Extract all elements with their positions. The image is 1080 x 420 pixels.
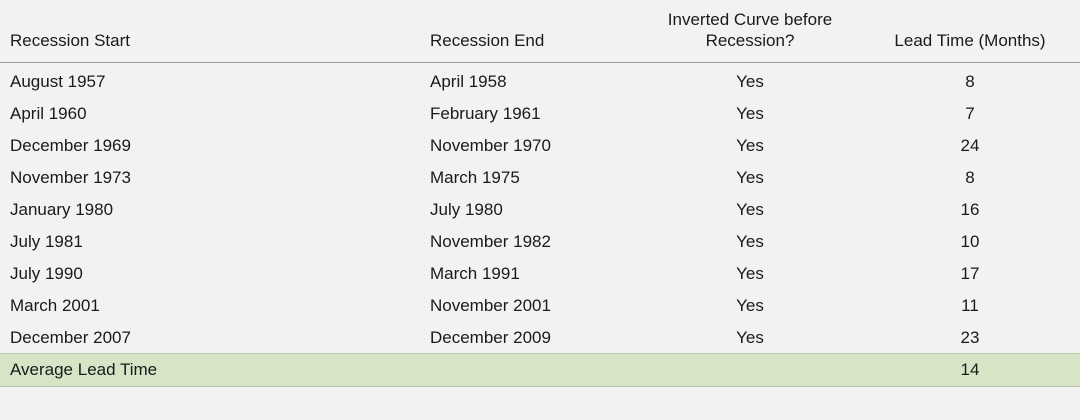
cell-inverted: Yes (736, 328, 764, 347)
average-value: 14 (960, 360, 980, 379)
cell-recession-end: November 1982 (430, 232, 551, 251)
cell-inverted: Yes (736, 264, 764, 283)
cell-recession-start: December 2007 (10, 328, 131, 347)
cell-inverted: Yes (736, 232, 764, 251)
table-body: August 1957 April 1958 Yes 8 April 1960 … (0, 63, 1080, 354)
cell-inverted: Yes (736, 296, 764, 315)
cell-recession-end: November 1970 (430, 136, 551, 155)
cell-recession-start: January 1980 (10, 200, 114, 219)
table-row: January 1980 July 1980 Yes 16 (0, 194, 1080, 226)
header-inverted-line2: Recession? (705, 31, 795, 50)
cell-recession-end: July 1980 (430, 200, 503, 219)
cell-lead-time: 10 (960, 232, 980, 251)
average-label: Average Lead Time (10, 360, 158, 379)
cell-inverted: Yes (736, 200, 764, 219)
cell-recession-start: December 1969 (10, 136, 131, 155)
cell-recession-end: December 2009 (430, 328, 551, 347)
table-row: July 1981 November 1982 Yes 10 (0, 226, 1080, 258)
cell-lead-time: 7 (965, 104, 975, 123)
table-header: Recession Start Recession End Inverted C… (0, 0, 1080, 63)
cell-recession-end: March 1975 (430, 168, 520, 187)
cell-recession-start: March 2001 (10, 296, 100, 315)
cell-lead-time: 8 (965, 168, 975, 187)
table-row: December 1969 November 1970 Yes 24 (0, 130, 1080, 162)
recession-table: Recession Start Recession End Inverted C… (0, 0, 1080, 387)
header-lead-time: Lead Time (Months) (894, 31, 1046, 50)
header-recession-start: Recession Start (10, 31, 130, 50)
cell-inverted: Yes (736, 72, 764, 91)
cell-lead-time: 8 (965, 72, 975, 91)
table-row: March 2001 November 2001 Yes 11 (0, 290, 1080, 322)
cell-lead-time: 11 (961, 296, 979, 315)
cell-recession-start: July 1990 (10, 264, 83, 283)
cell-recession-start: November 1973 (10, 168, 131, 187)
table-row: November 1973 March 1975 Yes 8 (0, 162, 1080, 194)
cell-recession-start: April 1960 (10, 104, 87, 123)
cell-inverted: Yes (736, 104, 764, 123)
table-row: July 1990 March 1991 Yes 17 (0, 258, 1080, 290)
cell-recession-end: November 2001 (430, 296, 551, 315)
cell-recession-end: February 1961 (430, 104, 541, 123)
cell-inverted: Yes (736, 168, 764, 187)
average-row: Average Lead Time 14 (0, 353, 1080, 387)
header-recession-end: Recession End (430, 31, 545, 50)
cell-lead-time: 17 (960, 264, 980, 283)
cell-recession-start: August 1957 (10, 72, 106, 91)
cell-lead-time: 24 (960, 136, 980, 155)
cell-lead-time: 23 (960, 328, 980, 347)
cell-inverted: Yes (736, 136, 764, 155)
header-inverted-curve: Inverted Curve before Recession? (640, 9, 860, 51)
table-row: December 2007 December 2009 Yes 23 (0, 322, 1080, 354)
header-inverted-line1: Inverted Curve before (667, 10, 833, 29)
table-row: August 1957 April 1958 Yes 8 (0, 66, 1080, 98)
cell-recession-end: April 1958 (430, 72, 507, 91)
table-row: April 1960 February 1961 Yes 7 (0, 98, 1080, 130)
cell-lead-time: 16 (960, 200, 980, 219)
cell-recession-end: March 1991 (430, 264, 520, 283)
cell-recession-start: July 1981 (10, 232, 83, 251)
